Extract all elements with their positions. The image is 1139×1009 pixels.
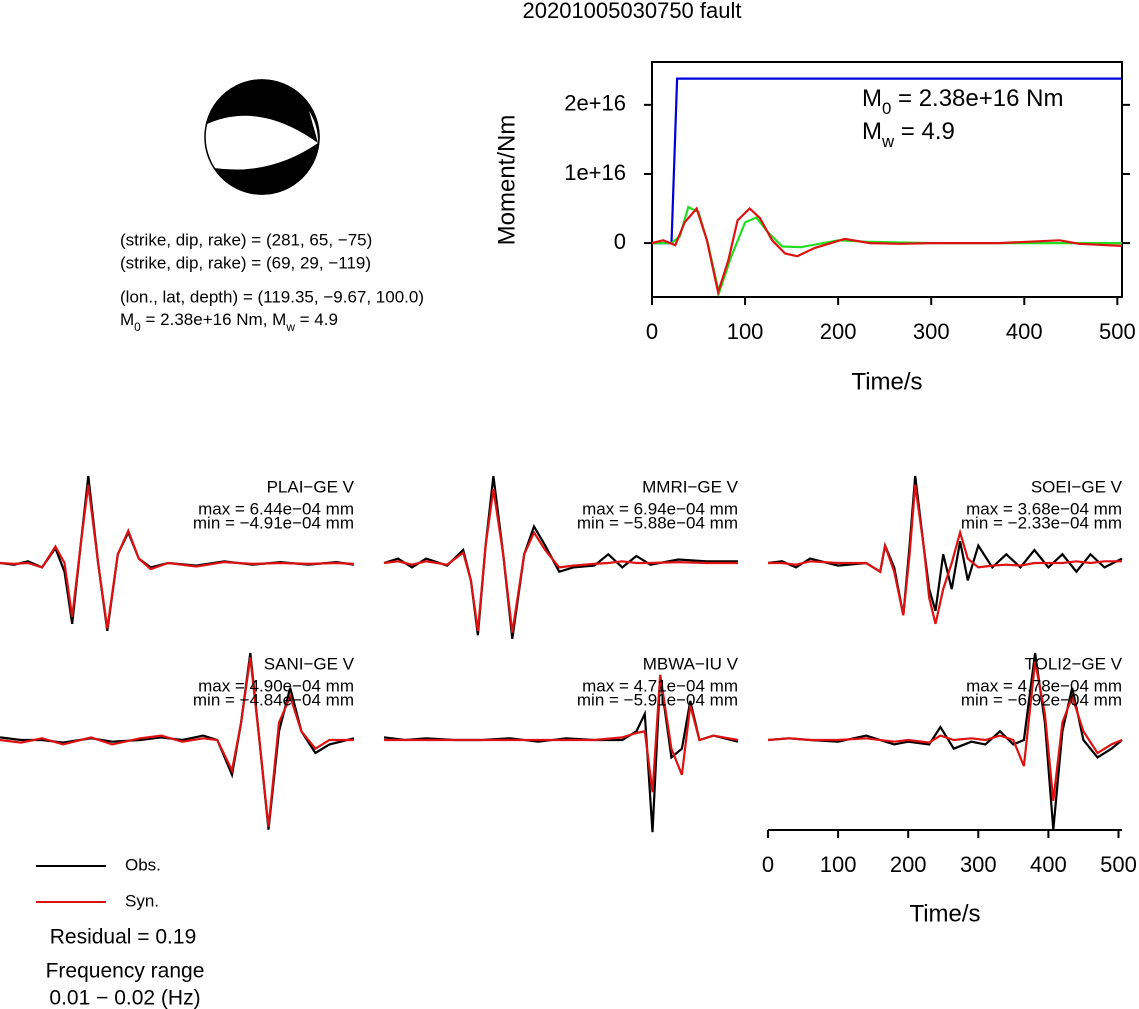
max-label: max = 4.71e−04 mm xyxy=(582,676,738,695)
x-tick-label: 300 xyxy=(960,852,997,877)
y-tick-label: 2e+16 xyxy=(564,91,626,116)
y-axis-label: Moment/Nm xyxy=(493,115,520,246)
station-label: MMRI−GE V xyxy=(642,477,739,496)
plot-frame xyxy=(651,61,1123,298)
synthetic-trace xyxy=(768,484,1122,625)
min-label: min = −2.33e−04 mm xyxy=(961,513,1122,532)
text-part: = 4.9 xyxy=(295,310,338,329)
x-tick-label: 200 xyxy=(820,319,857,344)
text-part: M xyxy=(862,118,882,145)
synthetic-trace xyxy=(767,661,1123,802)
mechanism-line: (strike, dip, rake) = (281, 65, −75) xyxy=(120,230,372,249)
subscript: 0 xyxy=(882,99,891,118)
station-label: MBWA−IU V xyxy=(643,654,739,673)
y-tick-label: 0 xyxy=(614,229,626,254)
x-tick-label: 100 xyxy=(727,319,764,344)
x-tick-label: 400 xyxy=(1006,319,1043,344)
x-tick-label: 400 xyxy=(1030,852,1067,877)
moment-curve xyxy=(652,205,1122,297)
legend-label: Syn. xyxy=(125,891,159,910)
station-label: PLAI−GE V xyxy=(267,477,355,496)
min-label: min = −5.88e−04 mm xyxy=(577,513,738,532)
min-label: min = −4.91e−04 mm xyxy=(193,513,354,532)
max-label: max = 3.68e−04 mm xyxy=(966,499,1122,518)
min-label: min = −5.91e−04 mm xyxy=(577,690,738,709)
text-part: = 2.38e+16 Nm, M xyxy=(141,310,287,329)
max-label: max = 4.78e−04 mm xyxy=(966,676,1122,695)
x-tick-label: 0 xyxy=(762,852,774,877)
frequency-title: Frequency range xyxy=(46,960,205,983)
max-label: max = 6.44e−04 mm xyxy=(198,499,354,518)
x-axis-label: Time/s xyxy=(909,900,980,927)
legend-label: Obs. xyxy=(125,855,161,874)
x-axis-label: Time/s xyxy=(851,368,922,395)
beachball xyxy=(203,79,320,195)
synthetic-trace xyxy=(384,674,739,793)
max-label: max = 6.94e−04 mm xyxy=(582,499,738,518)
x-tick-label: 200 xyxy=(890,852,927,877)
moment-curve xyxy=(651,206,1123,297)
text-part: = 2.38e+16 Nm xyxy=(891,85,1063,112)
figure-title: 20201005030750 fault xyxy=(523,0,742,23)
subscript: w xyxy=(285,320,295,334)
synthetic-trace xyxy=(0,484,355,629)
text-part: M xyxy=(120,310,134,329)
x-tick-label: 500 xyxy=(1099,319,1136,344)
station-label: SOEI−GE V xyxy=(1031,477,1123,496)
subscript: 0 xyxy=(134,320,141,334)
min-label: min = −6.92e−04 mm xyxy=(961,690,1122,709)
text-part: M xyxy=(862,85,882,112)
min-label: min = −4.84e−04 mm xyxy=(193,690,354,709)
x-tick-label: 100 xyxy=(820,852,857,877)
station-label: SANI−GE V xyxy=(264,654,355,673)
annotation: Mw = 4.9 xyxy=(862,118,955,151)
mechanism-line: (strike, dip, rake) = (69, 29, −119) xyxy=(120,253,371,272)
station-label: TOLI2−GE V xyxy=(1025,654,1123,673)
synthetic-trace xyxy=(0,657,354,828)
residual: Residual = 0.19 xyxy=(50,926,197,949)
x-tick-label: 0 xyxy=(646,319,658,344)
location-line: (lon., lat, depth) = (119.35, −9.67, 100… xyxy=(120,287,424,306)
annotation: M0 = 2.38e+16 Nm xyxy=(862,85,1063,118)
frequency-range: 0.01 − 0.02 (Hz) xyxy=(49,987,200,1009)
max-label: max = 4.90e−04 mm xyxy=(198,676,354,695)
synthetic-trace xyxy=(383,488,738,633)
x-tick-label: 300 xyxy=(913,319,950,344)
observed-trace xyxy=(767,475,1123,616)
text-part: = 4.9 xyxy=(894,118,955,145)
moment-line: M0 = 2.38e+16 Nm, Mw = 4.9 xyxy=(120,310,338,334)
subscript: w xyxy=(881,132,895,151)
y-tick-label: 1e+16 xyxy=(564,160,626,185)
x-tick-label: 500 xyxy=(1100,852,1137,877)
